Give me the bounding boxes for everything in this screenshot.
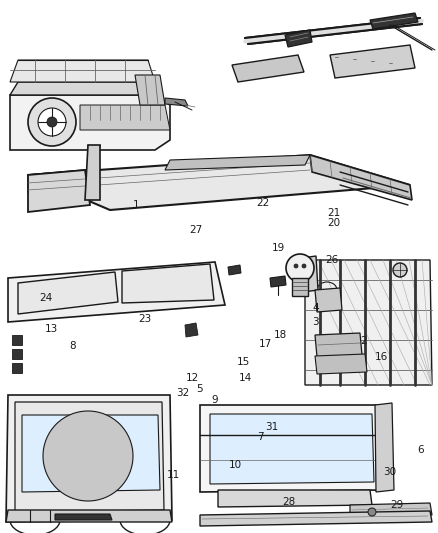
Polygon shape [85, 145, 100, 200]
Polygon shape [310, 155, 412, 200]
Circle shape [393, 263, 407, 277]
Text: 3: 3 [312, 318, 319, 327]
Polygon shape [12, 363, 22, 373]
Polygon shape [12, 335, 22, 345]
Text: 5: 5 [196, 384, 203, 394]
Text: 16: 16 [374, 352, 388, 362]
Text: 27: 27 [190, 225, 203, 235]
Circle shape [73, 441, 103, 471]
Circle shape [58, 426, 118, 486]
Polygon shape [210, 414, 374, 484]
Polygon shape [228, 265, 241, 275]
Text: 13: 13 [45, 325, 58, 334]
Text: 8: 8 [69, 342, 76, 351]
Polygon shape [315, 354, 367, 374]
Polygon shape [315, 333, 362, 357]
Polygon shape [8, 262, 225, 322]
Circle shape [92, 432, 98, 438]
Text: 2: 2 [360, 336, 367, 346]
Text: 19: 19 [272, 243, 285, 253]
Circle shape [368, 508, 376, 516]
Polygon shape [200, 405, 382, 492]
Circle shape [294, 264, 298, 268]
Polygon shape [6, 395, 172, 522]
Circle shape [302, 264, 306, 268]
Polygon shape [28, 170, 90, 192]
Circle shape [43, 411, 133, 501]
Polygon shape [292, 278, 308, 296]
Text: 9: 9 [211, 395, 218, 405]
Polygon shape [28, 170, 90, 212]
Polygon shape [305, 260, 432, 385]
Polygon shape [350, 503, 432, 517]
Text: 12: 12 [186, 374, 199, 383]
Circle shape [47, 117, 57, 127]
Polygon shape [285, 30, 312, 47]
Polygon shape [135, 75, 165, 105]
Text: 21: 21 [327, 208, 340, 218]
Polygon shape [370, 13, 418, 29]
Text: 17: 17 [258, 339, 272, 349]
Polygon shape [15, 402, 164, 512]
Polygon shape [315, 288, 342, 312]
Polygon shape [10, 82, 155, 95]
Circle shape [67, 440, 73, 446]
Polygon shape [330, 45, 415, 78]
Text: 30: 30 [383, 467, 396, 477]
Text: 20: 20 [327, 218, 340, 228]
Polygon shape [12, 349, 22, 359]
Circle shape [286, 254, 314, 282]
Text: 28: 28 [283, 497, 296, 507]
Polygon shape [10, 60, 155, 82]
Text: 1: 1 [132, 200, 139, 210]
Text: 29: 29 [390, 500, 403, 510]
Polygon shape [55, 514, 112, 520]
Text: 23: 23 [138, 314, 151, 324]
Polygon shape [22, 415, 160, 492]
Polygon shape [218, 490, 372, 507]
Polygon shape [375, 403, 394, 492]
Circle shape [28, 98, 76, 146]
Text: 31: 31 [265, 423, 278, 432]
Polygon shape [18, 272, 118, 314]
Text: 11: 11 [166, 471, 180, 480]
Polygon shape [6, 510, 172, 522]
Text: 4: 4 [312, 303, 319, 313]
Text: 32: 32 [177, 389, 190, 398]
Text: 15: 15 [237, 358, 250, 367]
Polygon shape [122, 264, 214, 303]
Polygon shape [28, 155, 410, 210]
Text: 26: 26 [325, 255, 339, 265]
Polygon shape [270, 276, 286, 287]
Circle shape [107, 453, 113, 459]
Circle shape [38, 108, 66, 136]
Text: 18: 18 [274, 330, 287, 340]
Text: 22: 22 [256, 198, 269, 207]
Polygon shape [200, 511, 432, 526]
Polygon shape [232, 55, 304, 82]
Polygon shape [165, 98, 188, 106]
Polygon shape [165, 155, 310, 170]
Circle shape [67, 466, 73, 472]
Polygon shape [302, 256, 318, 292]
Text: 24: 24 [39, 294, 53, 303]
Circle shape [92, 474, 98, 480]
Circle shape [82, 450, 94, 462]
Polygon shape [10, 95, 170, 150]
Text: 10: 10 [229, 460, 242, 470]
Polygon shape [80, 105, 170, 130]
Text: 14: 14 [239, 374, 252, 383]
Text: 6: 6 [417, 446, 424, 455]
Text: 7: 7 [257, 432, 264, 442]
Polygon shape [185, 323, 198, 337]
